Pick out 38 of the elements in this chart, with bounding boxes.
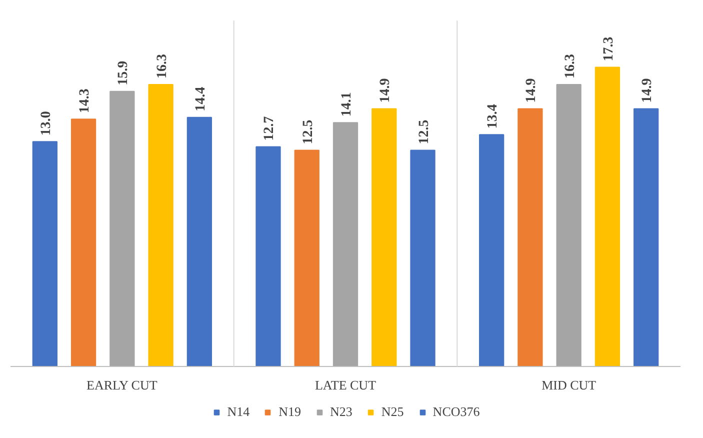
data-label: 13.0 xyxy=(38,111,54,136)
x-tick-label: EARLY CUT xyxy=(86,378,158,392)
data-label: 14.9 xyxy=(378,78,394,103)
data-label: 14.9 xyxy=(524,78,540,103)
bar xyxy=(410,150,436,366)
data-label: 16.3 xyxy=(562,54,578,79)
bar xyxy=(634,108,659,366)
data-label: 14.9 xyxy=(640,78,656,103)
data-label: 14.4 xyxy=(193,86,208,112)
bar xyxy=(110,90,135,366)
legend-label: NCO376 xyxy=(432,404,480,420)
legend-label: N14 xyxy=(227,404,250,420)
bar xyxy=(479,134,504,366)
data-label: 12.5 xyxy=(416,120,432,144)
bar xyxy=(372,108,397,366)
bar xyxy=(256,146,281,366)
legend-label: N23 xyxy=(330,404,352,420)
data-label: 12.5 xyxy=(300,120,316,144)
x-tick-label: MID CUT xyxy=(542,378,596,392)
bar xyxy=(294,150,320,366)
legend-label: N25 xyxy=(381,404,404,420)
data-label: 14.1 xyxy=(340,92,354,117)
bar xyxy=(148,84,174,366)
data-label: 15.9 xyxy=(116,60,132,86)
legend-label: N19 xyxy=(278,404,302,420)
bar xyxy=(186,116,212,366)
bar xyxy=(594,66,620,366)
data-label: 16.3 xyxy=(154,54,170,79)
data-label: 17.3 xyxy=(601,36,616,62)
bar xyxy=(70,118,96,366)
x-tick-label: LATE CUT xyxy=(314,378,376,392)
bar xyxy=(518,108,543,366)
bar xyxy=(332,122,358,366)
data-label: 12.7 xyxy=(262,116,278,141)
data-label: 13.4 xyxy=(486,104,501,129)
data-label: 14.3 xyxy=(78,88,93,114)
bar xyxy=(32,141,58,366)
bar xyxy=(556,84,582,366)
